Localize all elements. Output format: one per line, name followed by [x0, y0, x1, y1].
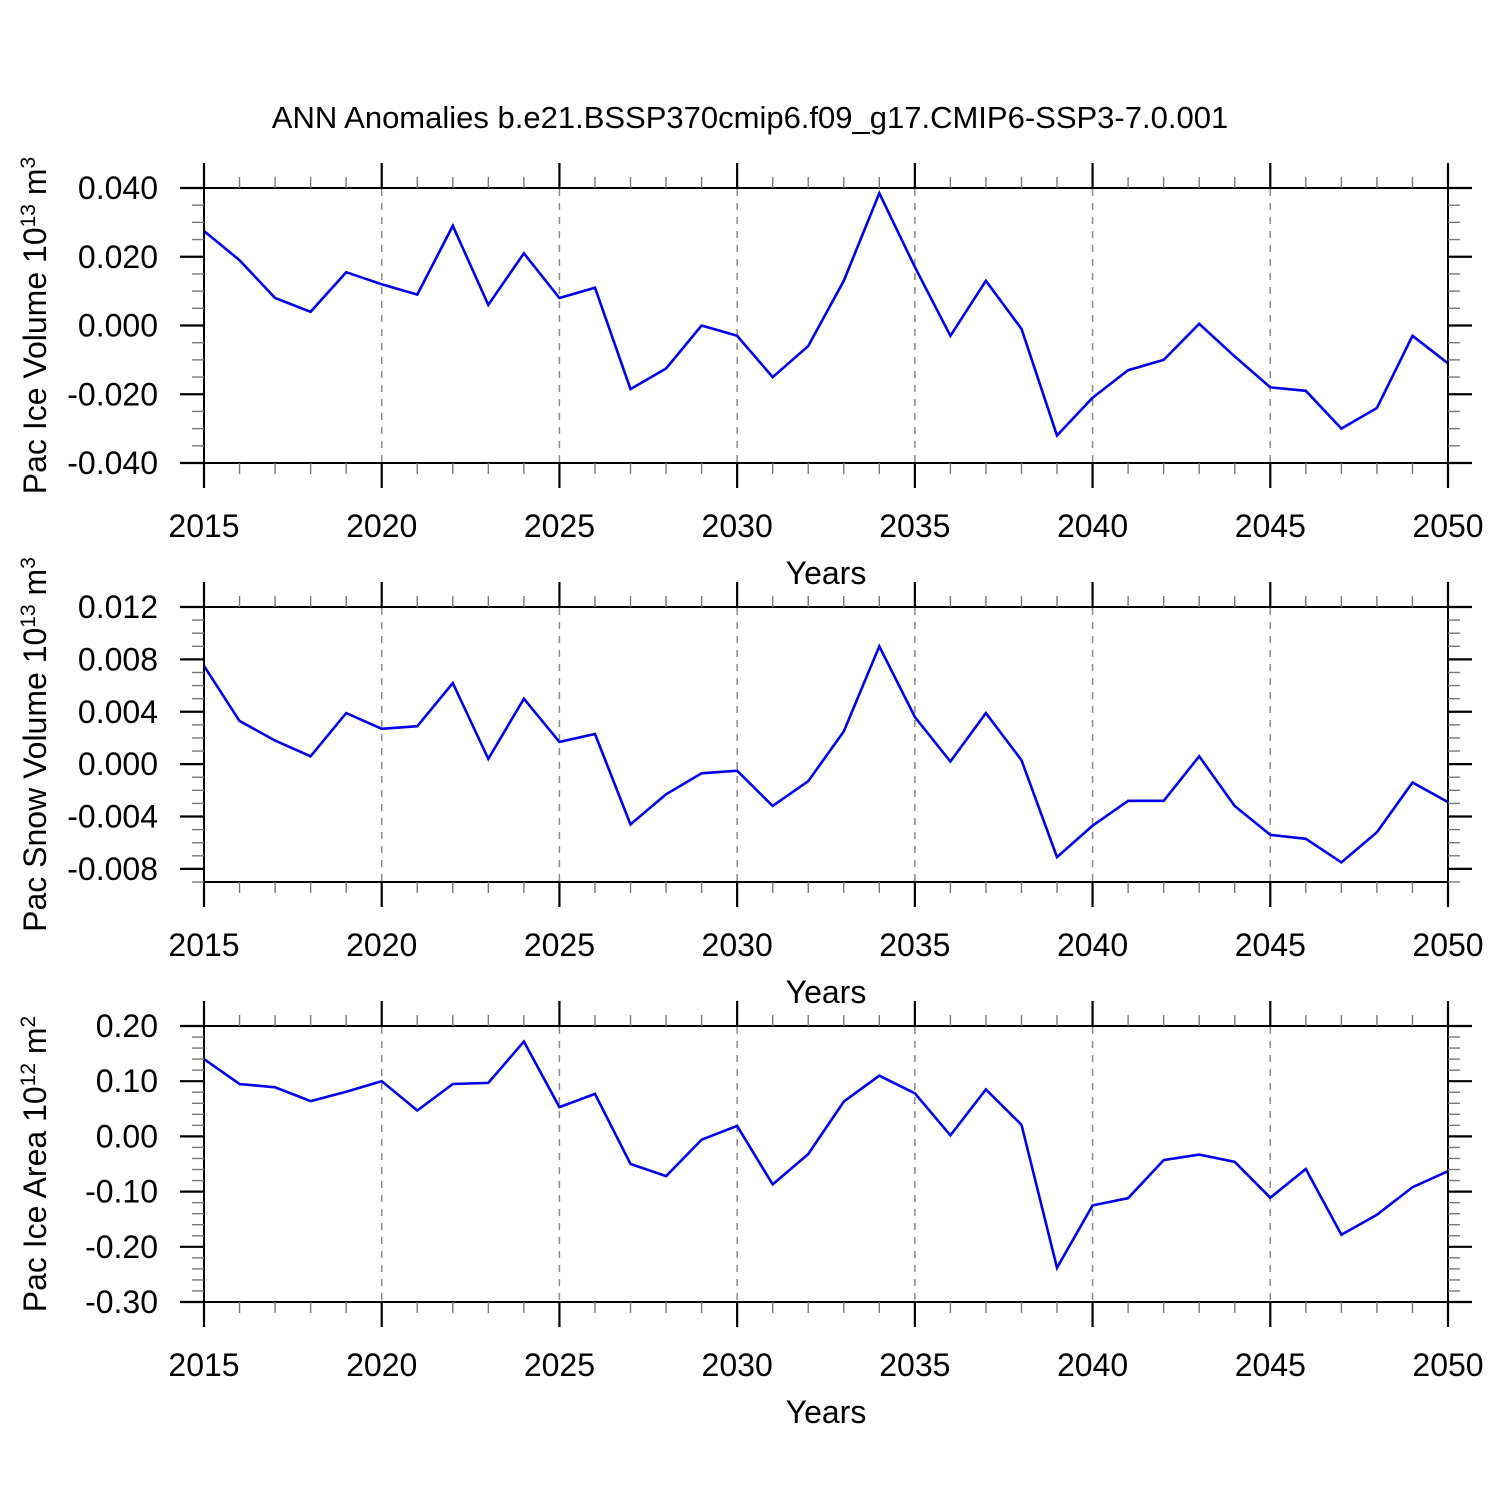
x-tick-label: 2050 [1412, 508, 1483, 544]
x-tick-label: 2030 [702, 1347, 773, 1383]
x-tick-label: 2040 [1057, 1347, 1128, 1383]
figure-title: ANN Anomalies b.e21.BSSP370cmip6.f09_g17… [272, 100, 1228, 135]
plot-frame [203, 606, 1449, 883]
y-axis-title: Pac Ice Volume 1013 m3 [17, 157, 53, 494]
x-tick-label: 2030 [702, 927, 773, 963]
x-tick-label: 2045 [1235, 508, 1306, 544]
plot-frame [203, 1025, 1449, 1303]
x-tick-label: 2050 [1412, 927, 1483, 963]
y-tick-label: 0.000 [78, 746, 158, 782]
x-tick-label: 2030 [702, 508, 773, 544]
x-axis-ticks [202, 163, 1450, 488]
x-axis-title: Years [786, 974, 867, 1010]
x-tick-label: 2045 [1235, 927, 1306, 963]
x-tick-label: 2015 [168, 1347, 239, 1383]
y-tick-labels: 0.012 0.008 0.004 0.000 -0.004 -0.008 [67, 589, 158, 887]
x-axis-title: Years [786, 555, 867, 591]
x-tick-label: 2035 [879, 1347, 950, 1383]
x-tick-labels: 2015 2020 2025 2030 2035 2040 2045 2050 [168, 1347, 1483, 1383]
y-tick-label: 0.008 [78, 641, 158, 677]
y-axis-ticks [180, 605, 1472, 883]
y-tick-label: -0.30 [85, 1284, 158, 1320]
y-tick-label: -0.008 [67, 851, 158, 887]
y-tick-label: 0.000 [78, 308, 158, 344]
y-tick-label: -0.10 [85, 1174, 158, 1210]
x-tick-label: 2040 [1057, 927, 1128, 963]
x-axis-title: Years [786, 1394, 867, 1430]
x-tick-label: 2050 [1412, 1347, 1483, 1383]
y-tick-label: -0.020 [67, 376, 158, 412]
y-axis-ticks [180, 186, 1472, 465]
x-tick-label: 2015 [168, 508, 239, 544]
y-tick-label: -0.040 [67, 445, 158, 481]
y-tick-label: 0.20 [96, 1008, 158, 1044]
gridlines [380, 1027, 1272, 1301]
series-line-pac-ice-volume [203, 189, 1449, 438]
y-axis-title: Pac Snow Volume 1013 m3 [17, 557, 53, 932]
x-tick-label: 2025 [524, 927, 595, 963]
x-tick-labels: 2015 2020 2025 2030 2035 2040 2045 2050 [168, 927, 1483, 963]
chart-panel-pac-snow-volume: 0.012 0.008 0.004 0.000 -0.004 -0.008 2015 2020… [17, 557, 1484, 1010]
y-tick-label: 0.012 [78, 589, 158, 625]
y-tick-label: 0.004 [78, 694, 158, 730]
y-tick-label: 0.10 [96, 1063, 158, 1099]
x-tick-label: 2040 [1057, 508, 1128, 544]
y-axis-ticks [180, 1024, 1472, 1304]
x-tick-labels: 2015 2020 2025 2030 2035 2040 2045 2050 [168, 508, 1483, 544]
gridlines [380, 189, 1272, 462]
y-tick-label: 0.00 [96, 1118, 158, 1154]
x-tick-label: 2020 [346, 508, 417, 544]
y-tick-label: -0.20 [85, 1229, 158, 1265]
x-tick-label: 2035 [879, 927, 950, 963]
y-axis-title: Pac Ice Area 1012 m2 [17, 1016, 53, 1313]
x-axis-ticks [202, 582, 1450, 907]
gridlines [380, 608, 1272, 881]
series-line-pac-snow-volume [202, 643, 1449, 865]
x-axis-ticks [202, 1001, 1450, 1327]
x-tick-label: 2025 [524, 1347, 595, 1383]
y-tick-label: 0.020 [78, 239, 158, 275]
y-tick-label: -0.004 [67, 799, 158, 835]
x-tick-label: 2045 [1235, 1347, 1306, 1383]
x-tick-label: 2015 [168, 927, 239, 963]
y-tick-labels: 0.20 0.10 0.00 -0.10 -0.20 -0.30 [85, 1008, 158, 1320]
x-tick-label: 2020 [346, 1347, 417, 1383]
y-tick-labels: 0.040 0.020 0.000 -0.020 -0.040 [67, 170, 158, 481]
y-tick-label: 0.040 [78, 170, 158, 206]
x-tick-label: 2020 [346, 927, 417, 963]
series-line-pac-ice-area [203, 1039, 1449, 1272]
plot-frame [203, 187, 1449, 464]
x-tick-label: 2025 [524, 508, 595, 544]
x-tick-label: 2035 [879, 508, 950, 544]
